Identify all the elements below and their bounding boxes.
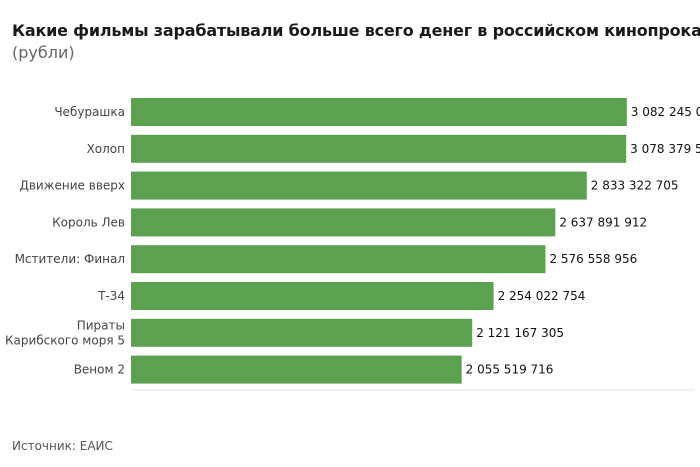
category-label: Движение вверх xyxy=(19,179,125,193)
bar xyxy=(131,245,546,274)
category-label-line: Мстители: Финал xyxy=(15,252,125,266)
category-label-line: Чебурашка xyxy=(54,105,125,119)
value-label: 2 576 558 956 xyxy=(549,252,637,266)
category-label: Король Лев xyxy=(52,215,125,229)
category-label: Веном 2 xyxy=(74,363,125,377)
chart-title: Какие фильмы зарабатывали больше всего д… xyxy=(12,21,700,40)
value-label: 3 082 245 000 xyxy=(631,105,700,119)
source-note: Источник: ЕАИС xyxy=(12,439,113,453)
bar xyxy=(131,171,587,200)
value-label: 2 637 891 912 xyxy=(559,215,647,229)
chart-subtitle: (рубли) xyxy=(12,43,75,62)
value-label: 2 833 322 705 xyxy=(591,179,679,193)
bar xyxy=(131,208,556,237)
category-label-line: Пираты xyxy=(77,318,125,332)
category-label-line: Веном 2 xyxy=(74,363,125,377)
category-label-line: Король Лев xyxy=(52,215,125,229)
category-label-line: Холоп xyxy=(87,142,125,156)
category-label: Мстители: Финал xyxy=(15,252,125,266)
value-label: 2 055 519 716 xyxy=(466,363,554,377)
category-label: Пираты Карибского моря 5 xyxy=(5,318,125,347)
category-label-line: Движение вверх xyxy=(19,179,125,193)
category-label-line: Карибского моря 5 xyxy=(5,333,125,347)
value-label: 2 254 022 754 xyxy=(498,289,586,303)
category-label: Холоп xyxy=(87,142,125,156)
value-label: 2 121 167 305 xyxy=(476,326,564,340)
bar xyxy=(131,355,462,384)
category-label: Т-34 xyxy=(97,289,125,303)
category-label-line: Т-34 xyxy=(97,289,125,303)
category-label: Чебурашка xyxy=(54,105,125,119)
value-label: 3 078 379 550 xyxy=(630,142,700,156)
bar xyxy=(131,318,473,347)
bar xyxy=(131,282,494,310)
bar xyxy=(131,98,627,126)
bar xyxy=(131,134,627,163)
